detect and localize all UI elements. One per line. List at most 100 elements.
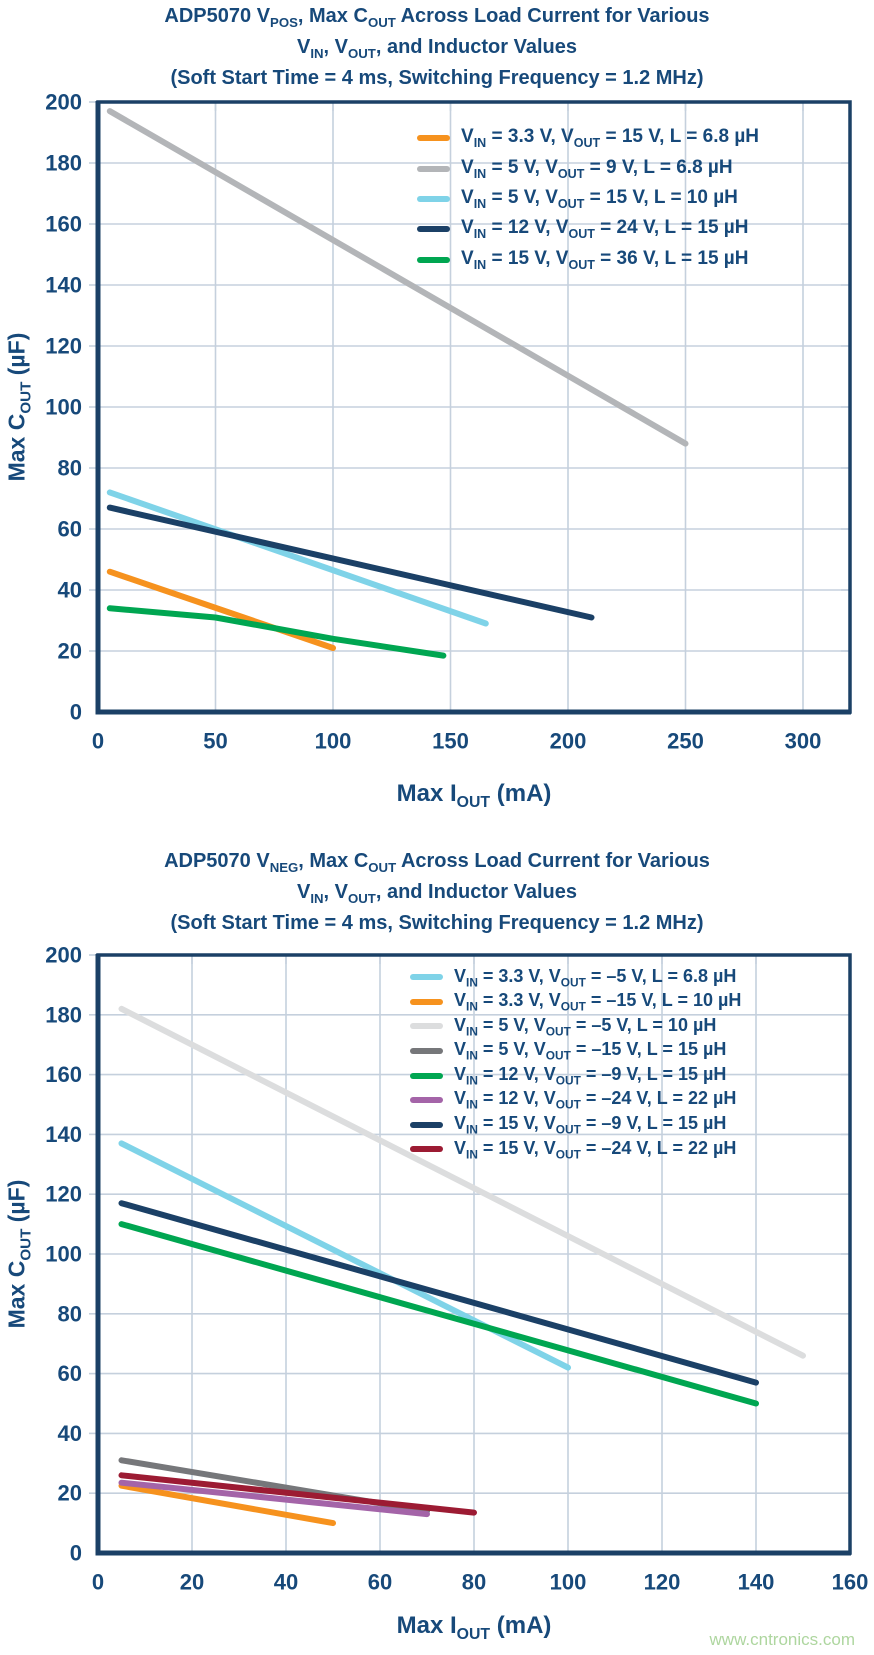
chart-title-line: ADP5070 VPOS, Max COUT Across Load Curre…	[164, 5, 710, 30]
y-tick-label: 40	[58, 1421, 82, 1446]
y-tick-label: 160	[45, 212, 82, 237]
legend-item: VIN = 12 V, VOUT = 24 V, L = 15 µH	[417, 214, 759, 244]
legend-label: VIN = 3.3 V, VOUT = –15 V, L = 10 µH	[454, 990, 742, 1014]
x-tick-label: 250	[667, 729, 704, 754]
x-tick-label: 80	[462, 1570, 486, 1595]
chart-title-line: VIN, VOUT, and Inductor Values	[297, 36, 577, 61]
legend-item: VIN = 5 V, VOUT = –5 V, L = 10 µH	[410, 1014, 741, 1039]
x-tick-label: 120	[644, 1570, 681, 1595]
legend-item: VIN = 5 V, VOUT = 9 V, L = 6.8 µH	[417, 153, 759, 183]
legend-label: VIN = 15 V, VOUT = –9 V, L = 15 µH	[454, 1113, 727, 1137]
series-line-1-1	[118, 1482, 336, 1527]
pos-chart-title: ADP5070 VPOS, Max COUT Across Load Curre…	[0, 4, 874, 91]
y-tick-label: 20	[58, 639, 82, 664]
series-line-1-2	[118, 1005, 806, 1359]
legend-item: VIN = 15 V, VOUT = –9 V, L = 15 µH	[410, 1113, 741, 1138]
x-tick-label: 100	[550, 1570, 587, 1595]
x-tick-label: 0	[92, 729, 104, 754]
x-tick-label: 200	[550, 729, 587, 754]
legend-swatch	[410, 1072, 443, 1079]
legend-item: VIN = 15 V, VOUT = 36 V, L = 15 µH	[417, 245, 759, 275]
legend-item: VIN = 3.3 V, VOUT = 15 V, L = 6.8 µH	[417, 123, 759, 153]
legend-swatch	[410, 1121, 443, 1128]
chart-title-line: (Soft Start Time = 4 ms, Switching Frequ…	[170, 912, 704, 934]
legend-label: VIN = 3.3 V, VOUT = –5 V, L = 6.8 µH	[454, 965, 737, 990]
legend-label: VIN = 12 V, VOUT = –24 V, L = 22 µH	[454, 1088, 737, 1113]
legend-swatch	[410, 1023, 443, 1030]
series-line-1-7	[118, 1472, 477, 1516]
y-tick-label: 120	[45, 334, 82, 359]
legend-item: VIN = 12 V, VOUT = –9 V, L = 15 µH	[410, 1063, 741, 1088]
series-line-0-4	[106, 605, 447, 659]
x-tick-label: 300	[785, 729, 822, 754]
pos-chart-y-axis-label: Max COUT (µF)	[3, 332, 35, 482]
neg-chart-x-axis-label: Max IOUT (mA)	[396, 1612, 552, 1643]
legend-label: VIN = 5 V, VOUT = –15 V, L = 15 µH	[454, 1039, 727, 1063]
legend-swatch	[417, 135, 450, 142]
series-line-0-2	[106, 489, 489, 627]
legend-item: VIN = 3.3 V, VOUT = –15 V, L = 10 µH	[410, 990, 741, 1015]
legend-swatch	[417, 195, 450, 202]
legend-label: VIN = 5 V, VOUT = 9 V, L = 6.8 µH	[461, 156, 733, 181]
y-tick-label: 200	[45, 90, 82, 115]
y-tick-label: 120	[45, 1182, 82, 1207]
legend-swatch	[410, 1048, 443, 1055]
y-tick-label: 140	[45, 273, 82, 298]
x-tick-label: 0	[92, 1570, 104, 1595]
y-tick-label: 40	[58, 578, 82, 603]
legend-swatch	[410, 1097, 443, 1104]
y-tick-label: 60	[58, 517, 82, 542]
legend-swatch	[410, 974, 443, 981]
legend-swatch	[417, 226, 450, 233]
pos-chart-x-axis-label: Max IOUT (mA)	[396, 780, 552, 811]
legend-label: VIN = 12 V, VOUT = 24 V, L = 15 µH	[461, 217, 749, 242]
chart-title-line: (Soft Start Time = 4 ms, Switching Frequ…	[170, 67, 704, 89]
y-tick-label: 60	[58, 1361, 82, 1386]
legend-label: VIN = 5 V, VOUT = 15 V, L = 10 µH	[461, 187, 738, 211]
y-tick-label: 140	[45, 1122, 82, 1147]
series-line-1-5	[118, 1479, 430, 1518]
y-tick-label: 20	[58, 1481, 82, 1506]
y-tick-label: 0	[70, 700, 82, 725]
legend-item: VIN = 5 V, VOUT = –15 V, L = 15 µH	[410, 1039, 741, 1064]
neg-chart-legend: VIN = 3.3 V, VOUT = –5 V, L = 6.8 µH VIN …	[410, 965, 741, 1162]
x-tick-label: 40	[274, 1570, 298, 1595]
y-tick-label: 100	[45, 1242, 82, 1267]
x-tick-label: 150	[432, 729, 469, 754]
legend-swatch	[410, 998, 443, 1005]
y-tick-label: 100	[45, 395, 82, 420]
x-tick-label: 160	[832, 1570, 869, 1595]
x-tick-label: 140	[738, 1570, 775, 1595]
legend-swatch	[417, 165, 450, 172]
series-line-1-4	[118, 1221, 759, 1407]
neg-chart-y-axis-label: Max COUT (µF)	[3, 1179, 35, 1329]
legend-label: VIN = 5 V, VOUT = –5 V, L = 10 µH	[454, 1014, 717, 1039]
series-line-0-1	[106, 108, 689, 447]
y-tick-label: 80	[58, 1301, 82, 1326]
legend-label: VIN = 15 V, VOUT = –24 V, L = 22 µH	[454, 1137, 737, 1162]
legend-label: VIN = 12 V, VOUT = –9 V, L = 15 µH	[454, 1063, 727, 1088]
x-tick-label: 100	[315, 729, 352, 754]
legend-swatch	[417, 256, 450, 263]
y-tick-label: 80	[58, 456, 82, 481]
legend-item: VIN = 15 V, VOUT = –24 V, L = 22 µH	[410, 1137, 741, 1162]
watermark: www.cntronics.com	[709, 1630, 855, 1649]
x-tick-label: 20	[180, 1570, 204, 1595]
legend-item: VIN = 3.3 V, VOUT = –5 V, L = 6.8 µH	[410, 965, 741, 990]
series-line-0-0	[106, 568, 336, 651]
legend-item: VIN = 12 V, VOUT = –24 V, L = 22 µH	[410, 1088, 741, 1113]
series-line-1-6	[118, 1200, 759, 1386]
chart-title-line: VIN, VOUT, and Inductor Values	[297, 881, 577, 906]
legend-swatch	[410, 1146, 443, 1153]
pos-chart-legend: VIN = 3.3 V, VOUT = 15 V, L = 6.8 µH VIN …	[417, 123, 759, 275]
legend-item: VIN = 5 V, VOUT = 15 V, L = 10 µH	[417, 184, 759, 214]
legend-label: VIN = 3.3 V, VOUT = 15 V, L = 6.8 µH	[461, 126, 760, 151]
y-tick-label: 0	[70, 1541, 82, 1566]
x-tick-label: 50	[203, 729, 227, 754]
chart-title-line: ADP5070 VNEG, Max COUT Across Load Curre…	[164, 850, 710, 875]
x-tick-label: 60	[368, 1570, 392, 1595]
y-tick-label: 200	[45, 943, 82, 968]
y-tick-label: 180	[45, 151, 82, 176]
